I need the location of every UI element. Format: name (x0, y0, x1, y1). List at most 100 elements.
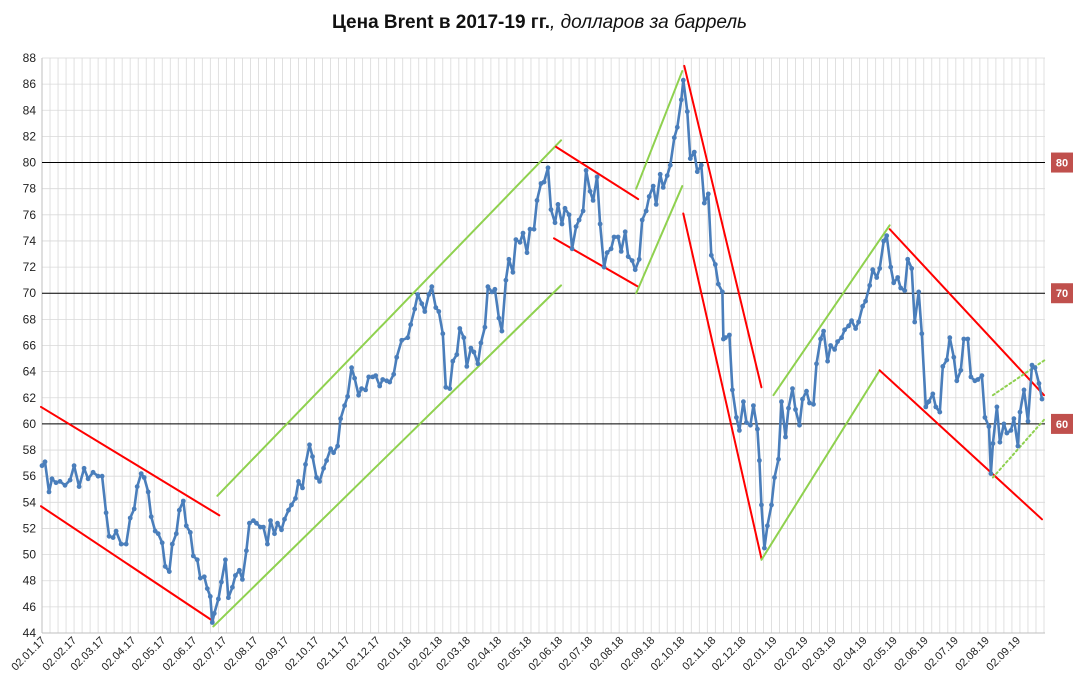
data-point (555, 202, 561, 207)
data-point (387, 379, 393, 385)
data-point (759, 502, 764, 508)
data-point (744, 420, 749, 425)
data-point (310, 454, 315, 459)
data-point (650, 183, 656, 189)
data-point (461, 335, 467, 341)
data-point (81, 465, 87, 471)
data-point (856, 319, 861, 325)
data-point (331, 450, 336, 456)
data-point (680, 77, 686, 83)
data-point (863, 298, 868, 304)
data-point (408, 322, 414, 327)
data-point (1021, 387, 1027, 393)
data-point (867, 283, 873, 288)
trend-line-down (888, 228, 1045, 397)
data-point (240, 577, 245, 582)
data-point (846, 323, 851, 329)
data-point (457, 326, 463, 331)
y-tick-label: 88 (23, 51, 37, 65)
data-point (1001, 421, 1007, 427)
data-point (1008, 428, 1014, 433)
data-point (207, 594, 213, 599)
data-point (590, 198, 596, 203)
data-point (443, 384, 449, 390)
data-point (204, 586, 210, 591)
reference-badge-label-70: 70 (1056, 288, 1068, 300)
data-point (159, 540, 165, 546)
data-point (275, 520, 280, 526)
data-point (289, 502, 294, 508)
y-tick-label: 78 (23, 182, 37, 196)
data-point (632, 267, 638, 273)
data-point (433, 305, 439, 310)
data-point (691, 149, 697, 155)
data-point (1015, 443, 1021, 449)
data-point (201, 574, 207, 580)
data-point (247, 520, 252, 526)
chart-title-subtitle: , долларов за баррель (550, 12, 748, 33)
data-point (534, 198, 540, 203)
trend-line-down (682, 212, 763, 560)
data-point (517, 239, 523, 245)
data-point (660, 185, 666, 190)
data-point (769, 502, 774, 508)
data-point (524, 250, 530, 256)
data-point (881, 238, 887, 244)
data-point (895, 275, 901, 280)
trend-line-down (553, 237, 640, 288)
data-point (559, 221, 565, 227)
data-point (436, 309, 442, 314)
data-point (562, 205, 568, 211)
trend-line-up (212, 284, 563, 628)
data-point (594, 174, 600, 180)
data-point (694, 169, 700, 175)
chart-title: Цена Brent в 2017-19 гг., долларов за ба… (0, 12, 1079, 34)
data-point (898, 285, 904, 291)
y-tick-label: 66 (23, 339, 37, 353)
data-point (912, 319, 918, 325)
data-point (566, 212, 572, 218)
data-point (99, 473, 105, 479)
data-point (727, 332, 732, 338)
y-tick-label: 46 (23, 600, 37, 614)
data-point (601, 264, 607, 270)
data-point (293, 496, 298, 501)
data-point (937, 409, 943, 415)
data-point (951, 354, 957, 360)
data-point (190, 553, 196, 559)
data-point (110, 535, 116, 540)
data-point (988, 471, 994, 476)
data-point (394, 354, 400, 360)
data-point (933, 404, 939, 410)
data-point (482, 324, 488, 330)
y-tick-label: 82 (23, 129, 37, 143)
data-point (986, 424, 992, 429)
data-point (772, 475, 777, 480)
data-point (503, 277, 509, 283)
data-point (209, 620, 215, 625)
data-point (317, 479, 322, 484)
data-point (356, 392, 361, 398)
data-point (597, 221, 603, 227)
data-point (944, 357, 950, 363)
data-point (450, 358, 456, 364)
data-point (712, 262, 718, 267)
data-point (657, 171, 663, 177)
data-point (510, 269, 516, 275)
data-point (687, 156, 693, 162)
data-point (531, 226, 537, 232)
data-point (576, 217, 582, 223)
data-point (352, 375, 357, 381)
data-point (671, 135, 677, 141)
data-point (611, 234, 617, 240)
data-point (625, 254, 631, 259)
data-point (377, 383, 383, 389)
data-point (1011, 416, 1017, 422)
data-point (464, 364, 470, 369)
data-point (755, 426, 760, 432)
data-point (757, 458, 762, 463)
data-point (49, 476, 55, 482)
data-point (629, 258, 635, 263)
data-point (282, 516, 287, 522)
data-point (166, 569, 172, 574)
